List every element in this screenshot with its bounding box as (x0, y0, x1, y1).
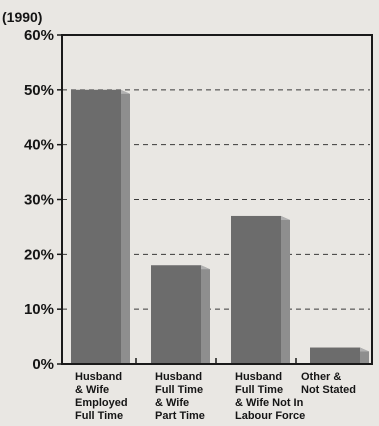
x-category-label-line: Labour Force (235, 410, 305, 422)
x-category-label-0: Husband & Wife Employed Full Time (75, 371, 128, 422)
bar-side-3 (360, 347, 369, 364)
x-category-label-line: Full Time (235, 384, 283, 396)
y-tick-label-20: 20% (24, 246, 54, 263)
y-tick-label-0: 0% (32, 356, 54, 373)
bar-3 (310, 347, 360, 364)
chart-title: (1990) (2, 9, 42, 25)
bar-2 (231, 215, 281, 364)
x-category-label-3: Other & Not Stated (301, 371, 356, 396)
bar-side-2 (281, 215, 290, 364)
x-category-label-2: Husband Full Time & Wife Not In Labour Forc… (235, 371, 305, 422)
x-category-label-line: Full Time (155, 384, 203, 396)
y-tick-label-10: 10% (24, 301, 54, 318)
x-category-label-line: Husband (235, 371, 282, 383)
y-tick-label-30: 30% (24, 192, 54, 209)
bar-side-1 (201, 265, 210, 364)
y-tick-labels: 0% 10% 20% 30% 40% 50% 60% (24, 27, 54, 373)
x-category-label-line: Not Stated (301, 384, 356, 396)
bar-1 (151, 265, 201, 364)
axes (57, 34, 373, 365)
x-category-label-line: Full Time (75, 410, 123, 422)
x-category-label-line: Employed (75, 397, 128, 409)
gridlines (62, 89, 370, 310)
x-category-label-line: Husband (75, 371, 122, 383)
y-tick-label-40: 40% (24, 137, 54, 154)
x-category-label-line: & Wife (75, 384, 109, 396)
x-category-label-line: Husband (155, 371, 202, 383)
x-category-label-line: Part Time (155, 410, 205, 422)
x-category-label-line: & Wife Not In (235, 397, 304, 409)
bars (71, 89, 369, 364)
x-category-label-line: & Wife (155, 397, 189, 409)
y-tick-label-60: 60% (24, 27, 54, 44)
y-tick-label-50: 50% (24, 82, 54, 99)
bar-0 (71, 89, 121, 364)
x-category-label-line: Other & (301, 371, 341, 383)
x-category-label-1: Husband Full Time & Wife Part Time (155, 371, 205, 422)
bar-side-0 (121, 89, 130, 364)
